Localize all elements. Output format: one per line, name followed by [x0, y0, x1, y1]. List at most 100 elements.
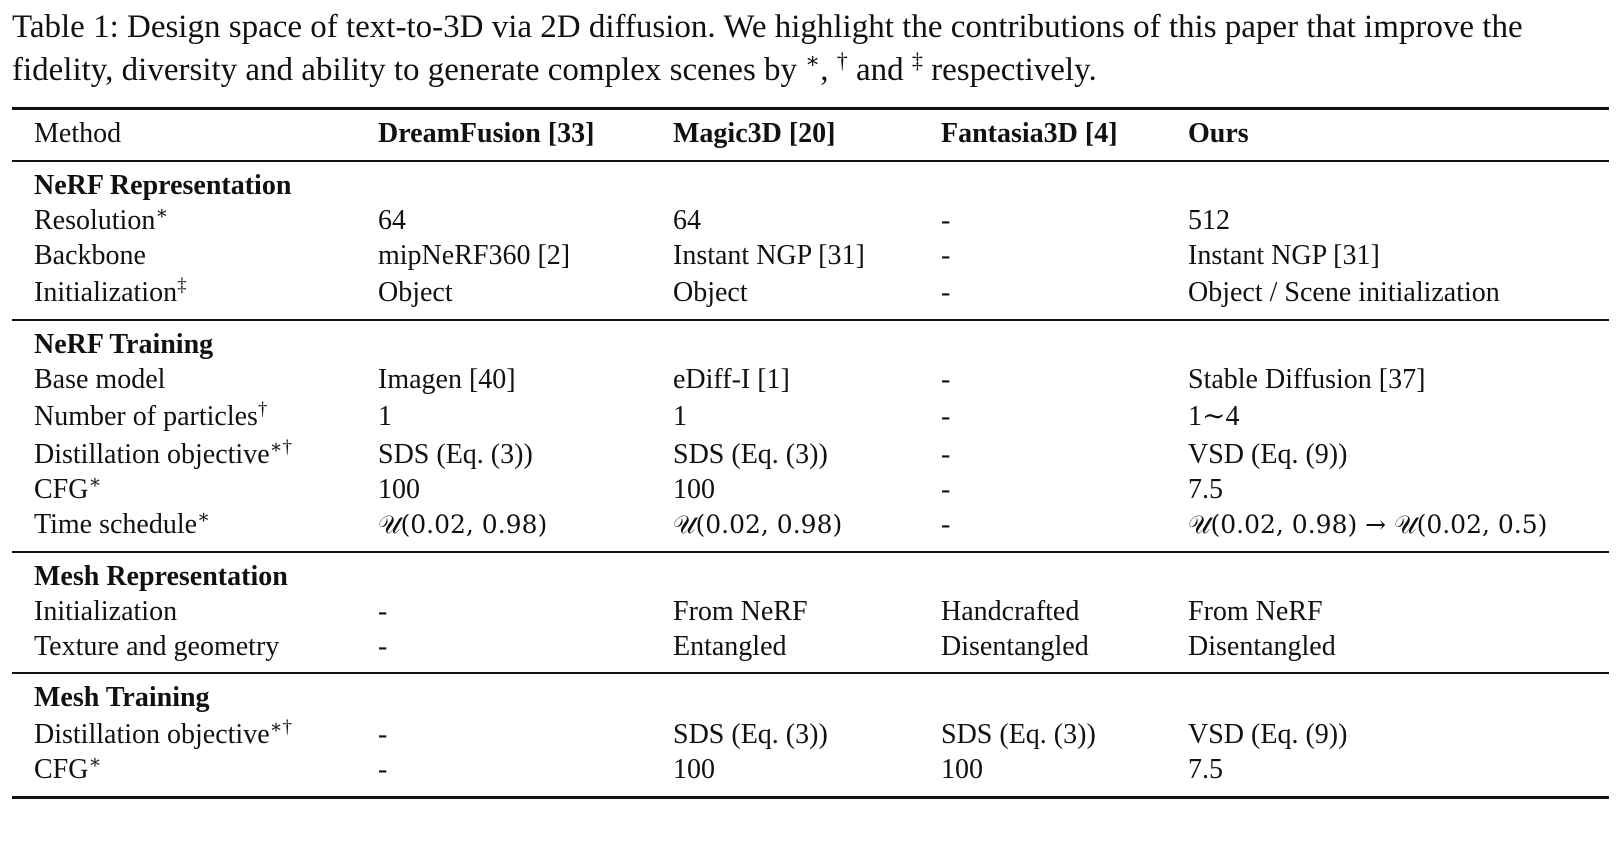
cell-dreamfusion: -	[378, 719, 388, 750]
row-label-text: Resolution	[34, 205, 156, 236]
cell-ours: VSD (Eq. (9))	[1188, 719, 1348, 750]
row-label-mark: ∗†	[269, 717, 293, 738]
table-row: CFG∗ 100 100 - 7.5	[0, 472, 1616, 508]
cell-fantasia3d: -	[941, 205, 951, 236]
cell-dreamfusion: Imagen [40]	[378, 364, 516, 395]
table-row: Distillation objective∗† - SDS (Eq. (3))…	[0, 717, 1616, 753]
table-bottom-rule	[12, 796, 1609, 799]
row-label: Time schedule∗	[34, 507, 210, 543]
row-label: Number of particles†	[34, 399, 267, 435]
table-caption: Table 1: Design space of text-to-3D via …	[12, 6, 1608, 92]
section-rule	[12, 551, 1609, 553]
cell-ours: 1∼4	[1188, 401, 1240, 432]
cell-ours: From NeRF	[1188, 596, 1323, 627]
cell-ours: 512	[1188, 205, 1230, 236]
row-label: Distillation objective∗†	[34, 437, 292, 473]
header-rule	[12, 160, 1609, 162]
row-label-text: Number of particles	[34, 401, 258, 432]
cell-magic3d: 1	[673, 401, 687, 432]
row-label: CFG∗	[34, 752, 101, 788]
cell-ours: 7.5	[1188, 474, 1223, 505]
cell-fantasia3d: 100	[941, 754, 983, 785]
row-label-mark: ∗	[155, 203, 169, 224]
cell-magic3d: eDiff-I [1]	[673, 364, 790, 395]
caption-mark-fidelity: ∗	[805, 48, 821, 73]
header-dreamfusion: DreamFusion [33]	[378, 118, 595, 149]
cell-dreamfusion: 𝒰(0.02, 0.98)	[378, 510, 548, 539]
caption-separator: and	[847, 52, 912, 88]
row-label-mark: †	[257, 399, 268, 420]
cell-dreamfusion: SDS (Eq. (3))	[378, 439, 533, 470]
caption-text: Table 1: Design space of text-to-3D via …	[12, 9, 1523, 88]
cell-dreamfusion: Object	[378, 277, 453, 308]
cell-dreamfusion: mipNeRF360 [2]	[378, 240, 571, 271]
cell-fantasia3d: -	[941, 277, 951, 308]
row-label-mark: ∗	[197, 507, 210, 528]
caption-mark-complex-scenes: ‡	[911, 48, 923, 73]
table-row: Backbone mipNeRF360 [2] Instant NGP [31]…	[0, 238, 1616, 274]
cell-ours: VSD (Eq. (9))	[1188, 439, 1348, 470]
table-row: CFG∗ - 100 100 7.5	[0, 752, 1616, 788]
cell-dreamfusion: 1	[378, 401, 392, 432]
section-title: Mesh Training	[34, 682, 210, 713]
cell-magic3d: 𝒰(0.02, 0.98)	[673, 510, 843, 539]
row-label-text: CFG	[34, 754, 89, 785]
cell-ours: Object / Scene initialization	[1188, 277, 1500, 308]
caption-separator: ,	[820, 52, 837, 88]
row-label-text: Distillation objective	[34, 719, 270, 750]
cell-fantasia3d: Handcrafted	[941, 596, 1080, 627]
row-label: Initialization‡	[34, 275, 187, 311]
cell-magic3d: Entangled	[673, 631, 787, 662]
row-label-mark: ∗†	[269, 437, 293, 458]
cell-fantasia3d: -	[941, 509, 951, 540]
table-row: Time schedule∗ 𝒰(0.02, 0.98) 𝒰(0.02, 0.9…	[0, 507, 1616, 543]
cell-magic3d: 100	[673, 474, 715, 505]
row-label: Resolution∗	[34, 203, 168, 239]
row-label-text: CFG	[34, 474, 89, 505]
cell-ours: Instant NGP [31]	[1188, 240, 1380, 271]
section-rule	[12, 672, 1609, 674]
caption-text-end: respectively.	[922, 52, 1097, 88]
cell-ours: 𝒰(0.02, 0.98) → 𝒰(0.02, 0.5)	[1188, 510, 1548, 539]
cell-dreamfusion: -	[378, 596, 388, 627]
cell-magic3d: From NeRF	[673, 596, 808, 627]
cell-magic3d: SDS (Eq. (3))	[673, 439, 828, 470]
cell-magic3d: SDS (Eq. (3))	[673, 719, 828, 750]
row-label-text: Distillation objective	[34, 439, 270, 470]
cell-magic3d: 100	[673, 754, 715, 785]
cell-dreamfusion: 64	[378, 205, 406, 236]
table-row: Initialization‡ Object Object - Object /…	[0, 275, 1616, 311]
cell-ours: Disentangled	[1188, 631, 1336, 662]
cell-fantasia3d: -	[941, 439, 951, 470]
section-rule	[12, 319, 1609, 321]
row-label-text: Time schedule	[34, 509, 198, 540]
section-title: NeRF Representation	[34, 170, 292, 201]
row-label-mark: ‡	[177, 275, 187, 296]
row-label: Initialization	[34, 594, 177, 630]
row-label-text: Base model	[34, 364, 166, 395]
row-label: Texture and geometry	[34, 629, 279, 665]
row-label-text: Initialization	[34, 277, 178, 308]
table-row: Distillation objective∗† SDS (Eq. (3)) S…	[0, 437, 1616, 473]
cell-fantasia3d: -	[941, 401, 951, 432]
row-label: Backbone	[34, 238, 146, 274]
table-row: Initialization - From NeRF Handcrafted F…	[0, 594, 1616, 630]
header-magic3d: Magic3D [20]	[673, 118, 836, 149]
row-label-text: Texture and geometry	[34, 631, 280, 662]
cell-magic3d: Instant NGP [31]	[673, 240, 865, 271]
section-title: Mesh Representation	[34, 561, 288, 592]
row-label: Base model	[34, 362, 165, 398]
section-row: Mesh Representation	[0, 559, 1616, 595]
table-header-row: Method DreamFusion [33] Magic3D [20] Fan…	[0, 116, 1616, 152]
cell-dreamfusion: -	[378, 631, 388, 662]
row-label-text: Backbone	[34, 240, 146, 271]
section-row: NeRF Representation	[0, 168, 1616, 204]
row-label-mark: ∗	[88, 472, 102, 493]
cell-fantasia3d: -	[941, 240, 951, 271]
table-row: Base model Imagen [40] eDiff-I [1] - Sta…	[0, 362, 1616, 398]
row-label-text: Initialization	[34, 596, 178, 627]
section-row: Mesh Training	[0, 680, 1616, 716]
cell-fantasia3d: -	[941, 474, 951, 505]
cell-fantasia3d: SDS (Eq. (3))	[941, 719, 1096, 750]
table-row: Number of particles† 1 1 - 1∼4	[0, 399, 1616, 435]
